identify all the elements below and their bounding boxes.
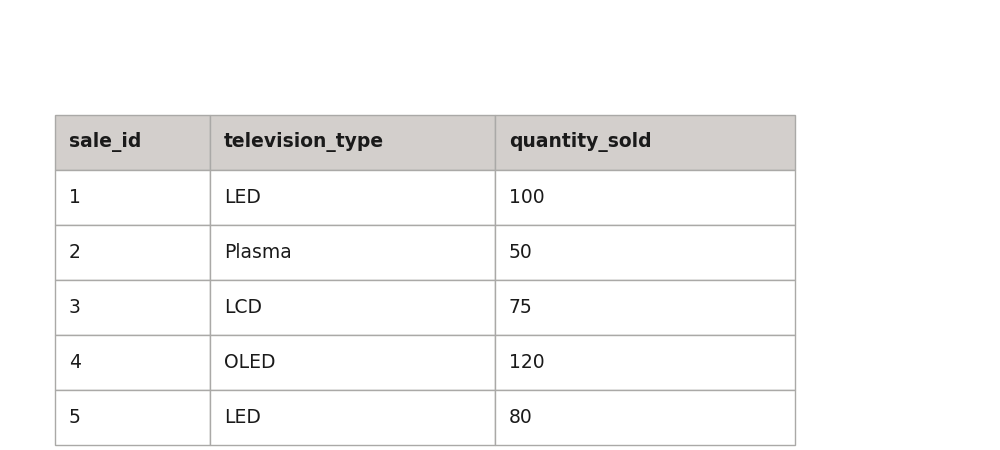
Bar bbox=[210, 335, 495, 390]
Bar bbox=[55, 170, 210, 225]
Text: 75: 75 bbox=[509, 298, 533, 317]
Bar bbox=[210, 390, 495, 445]
Text: OLED: OLED bbox=[224, 353, 276, 372]
Text: 100: 100 bbox=[509, 188, 545, 207]
Bar bbox=[210, 170, 495, 225]
Text: television_type: television_type bbox=[224, 132, 384, 153]
Text: 2: 2 bbox=[69, 243, 81, 262]
Text: LED: LED bbox=[224, 188, 261, 207]
Text: LCD: LCD bbox=[224, 298, 262, 317]
Text: 3: 3 bbox=[69, 298, 81, 317]
Bar bbox=[55, 115, 210, 170]
Text: 50: 50 bbox=[509, 243, 533, 262]
Bar bbox=[495, 115, 795, 170]
Bar bbox=[495, 335, 795, 390]
Text: quantity_sold: quantity_sold bbox=[509, 132, 652, 153]
Bar bbox=[55, 280, 210, 335]
Bar bbox=[210, 115, 495, 170]
Bar bbox=[495, 225, 795, 280]
Text: LED: LED bbox=[224, 408, 261, 427]
Text: 120: 120 bbox=[509, 353, 545, 372]
Text: sale_id: sale_id bbox=[69, 132, 141, 153]
Bar bbox=[495, 170, 795, 225]
Bar bbox=[55, 335, 210, 390]
Bar bbox=[495, 280, 795, 335]
Text: 5: 5 bbox=[69, 408, 81, 427]
Text: 4: 4 bbox=[69, 353, 81, 372]
Bar bbox=[55, 390, 210, 445]
Bar bbox=[210, 225, 495, 280]
Bar bbox=[55, 225, 210, 280]
Bar bbox=[495, 390, 795, 445]
Text: 1: 1 bbox=[69, 188, 81, 207]
Bar bbox=[210, 280, 495, 335]
Text: Plasma: Plasma bbox=[224, 243, 292, 262]
Text: 80: 80 bbox=[509, 408, 533, 427]
